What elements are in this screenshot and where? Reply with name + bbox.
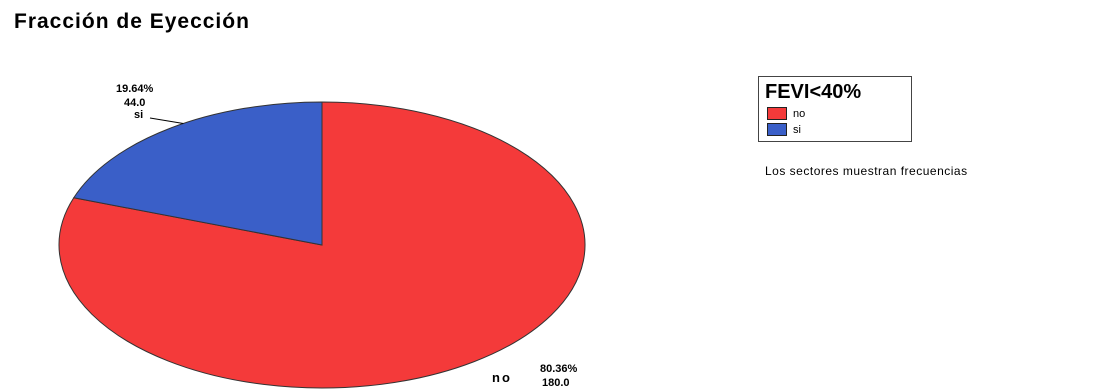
legend-item-si: si	[767, 123, 801, 136]
slice-label-no-name: no	[492, 370, 512, 385]
slice-label-si-value: 44.0	[124, 97, 145, 109]
pie-slice-si	[72, 101, 323, 246]
legend-item-no: no	[767, 107, 805, 120]
slice-label-si-name: si	[134, 109, 143, 121]
legend-label-si: si	[793, 123, 801, 136]
chart-footnote: Los sectores muestran frecuencias	[765, 164, 968, 178]
legend-swatch-si	[767, 123, 787, 136]
chart-title: Fracción de Eyección	[14, 10, 250, 33]
slice-label-si-percent: 19.64%	[116, 83, 154, 95]
leader-line-si	[149, 117, 184, 124]
slice-label-no-percent: 80.36%	[540, 363, 578, 375]
legend: FEVI<40% no si	[758, 76, 912, 142]
slice-label-no-value: 180.0	[542, 377, 570, 389]
legend-title: FEVI<40%	[765, 81, 862, 103]
legend-swatch-no	[767, 107, 787, 120]
legend-label-no: no	[793, 107, 806, 120]
